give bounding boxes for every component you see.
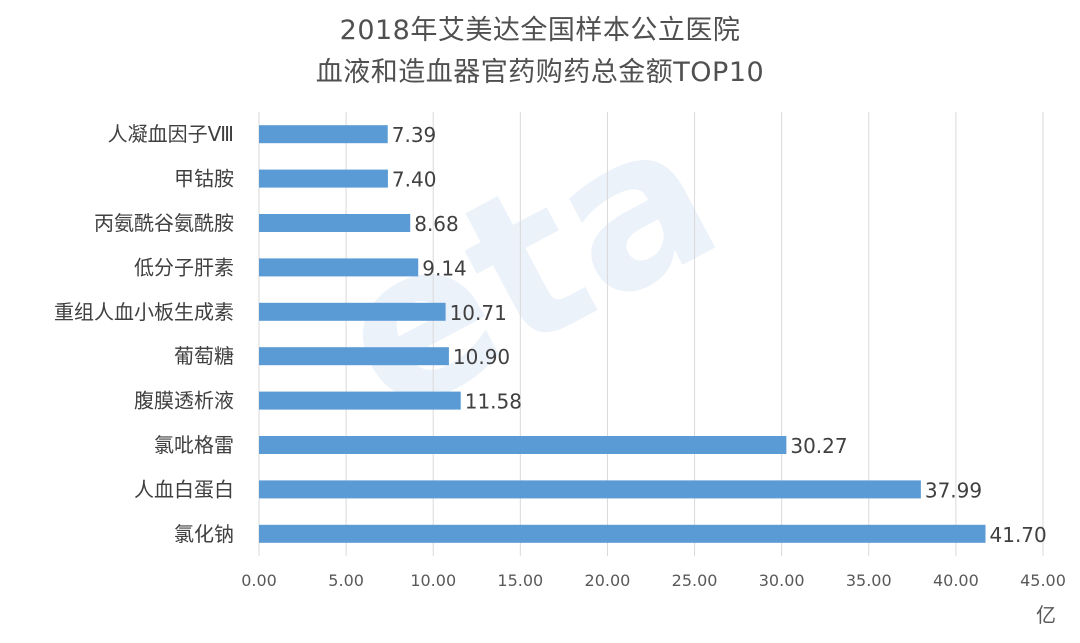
value-label: 7.40: [392, 168, 437, 192]
value-labels: 7.39 7.40 8.68 9.14 10.71 10.90 11.58 30.27 37.9…: [392, 123, 1047, 547]
x-tick-label: 30.00: [759, 571, 805, 590]
bar: [259, 302, 446, 321]
bar: [259, 480, 921, 499]
category-label: 人凝血因子Ⅷ: [108, 122, 234, 146]
category-label: 人血白蛋白: [134, 477, 234, 501]
x-tick-label: 45.00: [1020, 571, 1066, 590]
category-label: 腹膜透析液: [134, 389, 234, 413]
bar: [259, 169, 388, 188]
x-tick-label: 35.00: [846, 571, 892, 590]
category-label: 丙氨酰谷氨酰胺: [94, 211, 234, 235]
bar: [259, 258, 419, 277]
x-tick-label: 0.00: [241, 571, 277, 590]
bar: [259, 524, 986, 543]
x-axis-unit: 亿: [1036, 603, 1056, 627]
bar: [259, 436, 787, 454]
bar: [259, 214, 411, 232]
category-label: 重组人血小板生成素: [54, 300, 234, 324]
bar: [259, 125, 388, 144]
x-tick-label: 20.00: [585, 571, 631, 590]
x-tick-label: 25.00: [672, 571, 718, 590]
bar: [259, 391, 461, 410]
value-label: 10.90: [453, 345, 510, 369]
value-label: 10.71: [450, 301, 507, 325]
x-tick-label: 40.00: [933, 571, 979, 590]
bar: [259, 347, 449, 366]
x-axis-ticks: 0.00 5.00 10.00 15.00 20.00 25.00 30.00 35.00 40…: [241, 571, 1066, 590]
x-tick-label: 5.00: [328, 571, 364, 590]
value-label: 41.70: [990, 523, 1047, 547]
value-label: 37.99: [925, 478, 982, 502]
value-label: 7.39: [392, 123, 437, 147]
value-label: 30.27: [790, 434, 847, 458]
category-labels: 人凝血因子Ⅷ 甲钴胺丙氨酰谷氨酰胺低分子肝素重组人血小板生成素葡萄糖腹膜透析液氯吡…: [54, 122, 234, 546]
x-tick-label: 15.00: [497, 571, 543, 590]
category-label: 甲钴胺: [174, 167, 234, 191]
chart-title: 2018年艾美达全国样本公立医院: [339, 15, 741, 46]
category-label: 低分子肝素: [134, 255, 234, 279]
value-label: 11.58: [465, 390, 522, 414]
category-label: 葡萄糖: [174, 344, 234, 368]
value-label: 9.14: [422, 256, 467, 280]
category-label: 氯吡格雷: [154, 433, 234, 457]
bars: [259, 125, 986, 543]
value-label: 8.68: [414, 212, 459, 236]
x-tick-label: 10.00: [410, 571, 456, 590]
chart-subtitle: 血液和造血器官药购药总金额TOP10: [315, 57, 765, 88]
category-label: 氯化钠: [174, 522, 234, 546]
